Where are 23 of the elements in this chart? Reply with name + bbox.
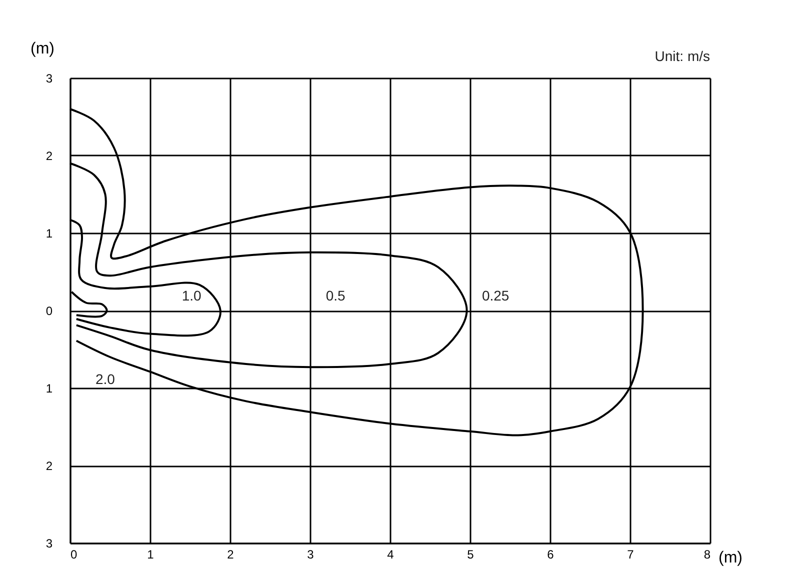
y-tick-label: 0 [46,304,53,318]
annotation: 1.0 [182,288,202,304]
annotation: 2.0 [95,371,116,388]
y-tick-label: 3 [46,72,53,86]
annotation: 0.25 [482,288,510,304]
x-tick-label: 4 [387,548,394,562]
y-tick-label: 1 [46,226,53,240]
text: Unit: m/s [654,48,710,64]
x-tick-label: 3 [307,548,314,562]
x-tick-label: 2 [227,548,234,562]
x-tick-label: 8 [704,548,711,562]
y-tick-label: 3 [46,536,53,550]
x-tick-label: 1 [147,548,154,562]
x-tick-label: 7 [627,548,634,562]
y-tick-label: 2 [46,459,53,473]
x-tick-label: 6 [547,548,554,562]
y-axis-title: (m) [30,40,54,58]
y-tick-label: 2 [46,149,53,163]
x-axis-title: (m) [718,550,742,566]
annotation: 0.5 [326,288,346,304]
x-tick-label: 0 [70,548,78,562]
x-tick-label: 5 [467,548,474,562]
y-tick-label: 1 [46,382,53,396]
